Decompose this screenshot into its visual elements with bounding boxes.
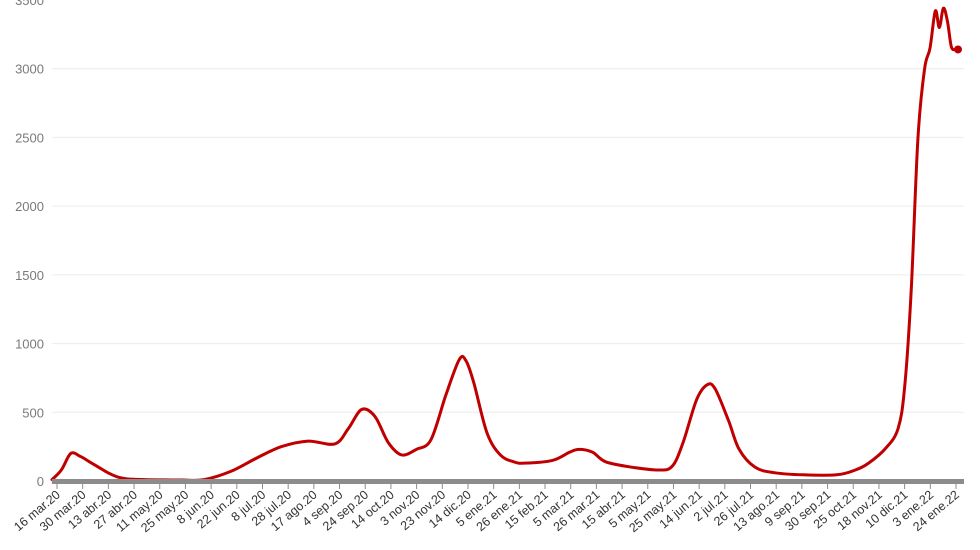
y-tick-label: 500 — [22, 405, 44, 420]
y-tick-label-partial: 3500 — [15, 0, 44, 8]
y-tick-label: 0 — [37, 474, 44, 489]
x-axis-bar — [52, 479, 964, 484]
y-tick-label: 2500 — [15, 130, 44, 145]
series-group — [50, 6, 962, 482]
y-tick-label: 1000 — [15, 337, 44, 352]
y-tick-label: 1500 — [15, 268, 44, 283]
gridlines — [52, 68, 964, 482]
series-line — [50, 6, 960, 482]
series-end-point — [954, 45, 962, 54]
y-tick-label: 2000 — [15, 199, 44, 214]
y-axis-ticks: 0 500 1000 1500 2000 2500 3000 — [15, 62, 44, 489]
y-tick-label: 3000 — [15, 62, 44, 77]
